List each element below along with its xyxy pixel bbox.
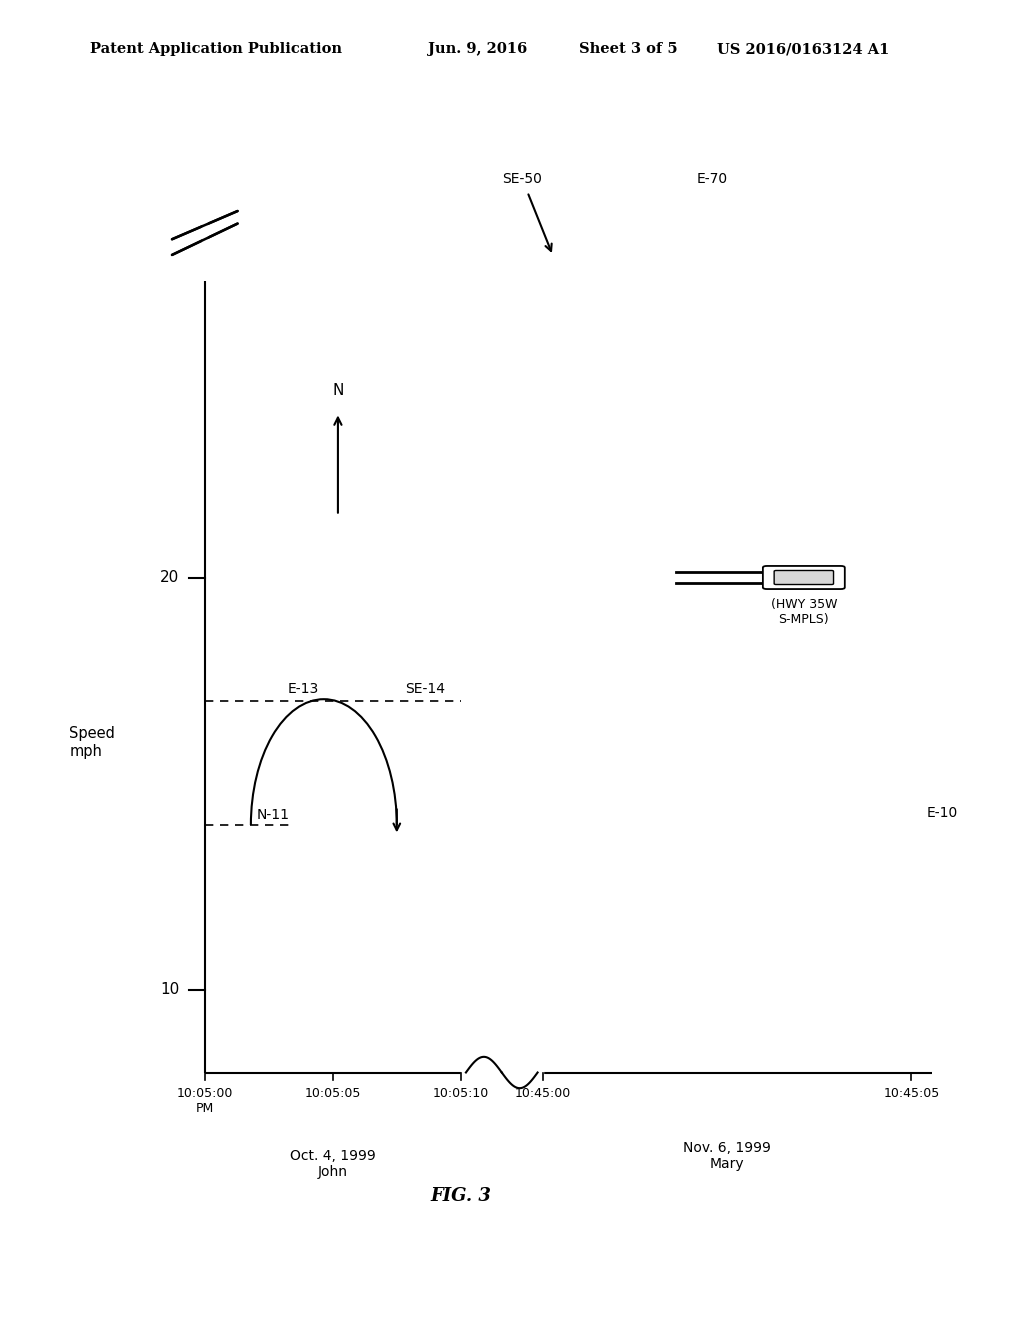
Text: 10:45:00: 10:45:00 [515, 1086, 570, 1100]
Text: Oct. 4, 1999
John: Oct. 4, 1999 John [290, 1148, 376, 1179]
Text: 10:05:10: 10:05:10 [433, 1086, 488, 1100]
Text: SE-50: SE-50 [502, 172, 542, 186]
Text: US 2016/0163124 A1: US 2016/0163124 A1 [717, 42, 889, 57]
Text: N: N [332, 383, 344, 399]
Text: 10:05:05: 10:05:05 [304, 1086, 361, 1100]
FancyBboxPatch shape [763, 566, 845, 589]
Text: 10:05:00
PM: 10:05:00 PM [176, 1086, 233, 1115]
FancyBboxPatch shape [774, 570, 834, 585]
Text: 10: 10 [160, 982, 179, 998]
Text: E-70: E-70 [696, 172, 727, 186]
Text: E-10: E-10 [927, 805, 958, 820]
Text: E-13: E-13 [288, 682, 318, 697]
Text: Patent Application Publication: Patent Application Publication [90, 42, 342, 57]
Text: Sheet 3 of 5: Sheet 3 of 5 [579, 42, 677, 57]
Text: Speed
mph: Speed mph [70, 726, 115, 759]
Text: (HWY 35W
S-MPLS): (HWY 35W S-MPLS) [771, 598, 837, 626]
Text: 10:45:05: 10:45:05 [884, 1086, 939, 1100]
Text: N-11: N-11 [257, 808, 290, 821]
Text: 20: 20 [160, 570, 179, 585]
Text: Jun. 9, 2016: Jun. 9, 2016 [428, 42, 527, 57]
Text: SE-14: SE-14 [406, 682, 445, 697]
Text: FIG. 3: FIG. 3 [430, 1187, 492, 1205]
Text: Nov. 6, 1999
Mary: Nov. 6, 1999 Mary [683, 1140, 771, 1171]
